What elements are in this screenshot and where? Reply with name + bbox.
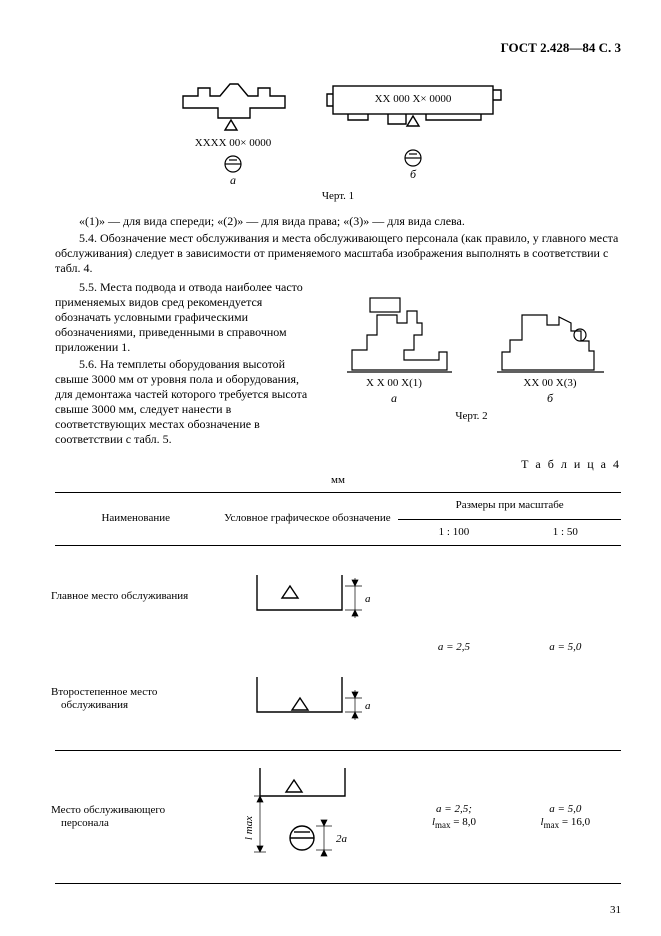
page-header: ГОСТ 2.428—84 С. 3 xyxy=(55,40,621,56)
figure-2-caption: Черт. 2 xyxy=(322,410,621,424)
th-scale: Размеры при масштабе xyxy=(398,492,621,519)
para-2: 5.4. Обозначение мест обслуживания и мес… xyxy=(55,231,621,276)
th-scale-50: 1 : 50 xyxy=(510,519,621,546)
page-number: 31 xyxy=(610,904,621,918)
para-1: «(1)» — для вида спереди; «(2)» — для ви… xyxy=(55,214,621,229)
figure-1-svg: ХХХХ 00× 0000 а ХХ 000 Х× 0000 xyxy=(158,66,518,186)
row3-name: Место обслуживающего персонала xyxy=(55,751,216,884)
row3-scale100: a = 2,5; lmax = 8,0 xyxy=(398,751,509,884)
th-scale-100: 1 : 100 xyxy=(398,519,509,546)
figure-2: Х Х 00 Х(1) а ХХ 00 Х(3) б Черт. 2 xyxy=(322,280,621,434)
row1-symbol: a xyxy=(216,546,398,649)
fig2-sub-b: б xyxy=(546,391,553,405)
fig1-label-a: ХХХХ 00× 0000 xyxy=(195,137,272,149)
row3-dim-2a: 2a xyxy=(336,833,348,845)
table-4-title: Т а б л и ц а 4 xyxy=(55,457,621,472)
row3-symbol: l max 2a xyxy=(216,751,398,884)
th-symbol: Условное графическое обозначение xyxy=(216,492,398,546)
row3-dim-lmax: l max xyxy=(243,816,255,840)
row3-scale50: a = 5,0 lmax = 16,0 xyxy=(510,751,621,884)
fig2-label-b: ХХ 00 Х(3) xyxy=(523,377,576,389)
fig1-sub-b: б xyxy=(410,167,417,181)
row2-name: Второстепенное место обслуживания xyxy=(55,648,216,751)
para-4: 5.6. На темплеты оборудования высотой св… xyxy=(55,357,310,447)
row1-name: Главное место обслуживания xyxy=(55,546,216,649)
fig1-label-b: ХХ 000 Х× 0000 xyxy=(375,93,452,105)
fig1-sub-a: а xyxy=(230,173,236,186)
figure-1-caption: Черт. 1 xyxy=(55,190,621,204)
fig2-sub-a: а xyxy=(391,391,397,405)
figure-1: ХХХХ 00× 0000 а ХХ 000 Х× 0000 xyxy=(55,66,621,186)
table-4: Наименование Условное графическое обозна… xyxy=(55,492,621,885)
th-name: Наименование xyxy=(55,492,216,546)
figure-2-svg: Х Х 00 Х(1) а ХХ 00 Х(3) б xyxy=(332,280,612,410)
para-3: 5.5. Места подвода и отвода наиболее час… xyxy=(55,280,310,355)
row2-dim-a: a xyxy=(365,700,371,712)
row12-scale50: a = 5,0 xyxy=(510,546,621,751)
row1-dim-a: a xyxy=(365,593,371,605)
table-4-unit: мм xyxy=(55,474,621,488)
fig2-label-a: Х Х 00 Х(1) xyxy=(366,377,422,389)
row12-scale100: a = 2,5 xyxy=(398,546,509,751)
row2-symbol: a xyxy=(216,648,398,751)
